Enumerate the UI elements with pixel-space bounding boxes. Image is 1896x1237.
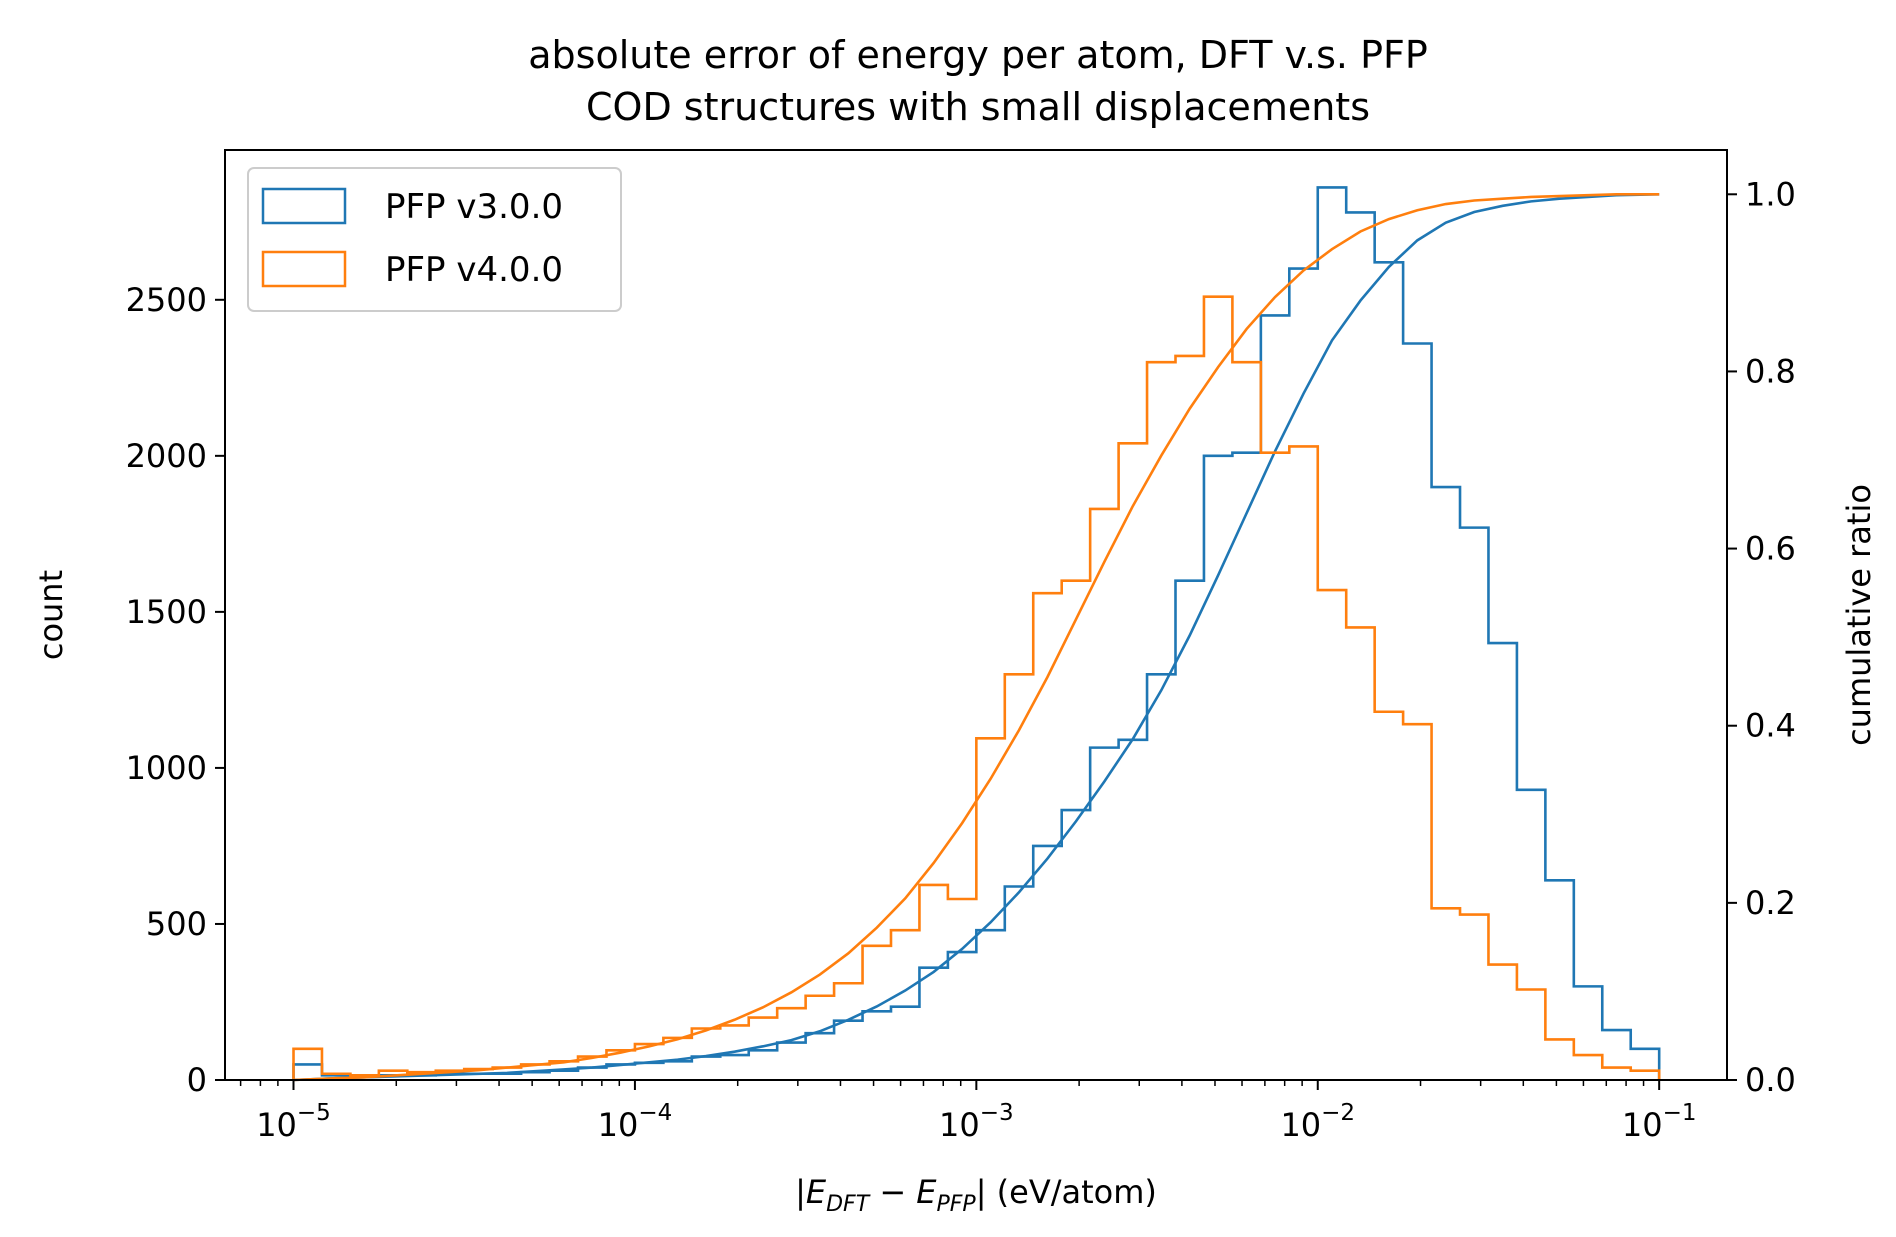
y2-tick-label-1: 0.2 (1745, 884, 1796, 922)
x-tick-label-0: 10−5 (256, 1100, 331, 1144)
x-tick-base-2: 10 (939, 1106, 980, 1144)
y2-axis: 0.0 0.2 0.4 0.6 0.8 1.0 (1727, 175, 1796, 1099)
x-tick-label-4: 10−1 (1622, 1100, 1697, 1144)
x-label-e1: E (806, 1173, 827, 1211)
x-axis: 10−5 10−4 10−3 10−2 10−1 (239, 1080, 1697, 1144)
x-axis-label: |EDFT − EPFP| (eV/atom) (795, 1173, 1157, 1217)
x-tick-exp-2: −3 (980, 1100, 1014, 1126)
y-tick-label-4: 2000 (126, 437, 207, 475)
cumulative-line-0 (293, 192, 1660, 1082)
legend-swatch-pfp-v3 (261, 187, 347, 225)
y-tick-label-5: 2500 (126, 281, 207, 319)
x-tick-exp-1: −4 (638, 1100, 672, 1126)
legend-label-pfp-v4: PFP v4.0.0 (385, 250, 563, 290)
x-tick-label-3: 10−2 (1280, 1100, 1355, 1144)
x-label-sub1: DFT (826, 1192, 871, 1217)
y2-tick-label-5: 1.0 (1745, 175, 1796, 213)
x-label-suffix: | (eV/atom) (976, 1173, 1157, 1211)
y2-tick-label-4: 0.8 (1745, 352, 1796, 390)
legend-swatch-pfp-v4 (261, 250, 347, 288)
y2-tick-label-2: 0.4 (1745, 707, 1796, 745)
x-tick-label-1: 10−4 (598, 1100, 673, 1144)
x-label-sub2: PFP (937, 1192, 977, 1217)
x-tick-exp-3: −2 (1321, 1100, 1355, 1126)
x-tick-exp-0: −5 (297, 1100, 331, 1126)
x-tick-label-2: 10−3 (939, 1100, 1014, 1144)
x-label-minus: − (869, 1173, 916, 1211)
y-axis-label: count (32, 570, 70, 660)
chart-title: absolute error of energy per atom, DFT v… (528, 33, 1428, 77)
y-tick-label-3: 1500 (126, 593, 207, 631)
y-tick-label-0: 0 (187, 1061, 207, 1099)
x-label-prefix: | (795, 1173, 806, 1211)
x-tick-base-0: 10 (256, 1106, 297, 1144)
x-tick-base-1: 10 (598, 1106, 639, 1144)
y2-tick-label-3: 0.6 (1745, 530, 1796, 568)
y-tick-label-1: 500 (146, 905, 207, 943)
x-tick-base-4: 10 (1622, 1106, 1663, 1144)
legend-label-pfp-v3: PFP v3.0.0 (385, 187, 563, 227)
y2-axis-label: cumulative ratio (1840, 484, 1878, 746)
chart-subtitle: COD structures with small displacements (586, 85, 1370, 129)
y-tick-label-2: 1000 (126, 749, 207, 787)
cumulative-line-1 (293, 192, 1660, 1082)
legend: PFP v3.0.0 PFP v4.0.0 (247, 167, 622, 312)
y2-tick-label-0: 0.0 (1745, 1061, 1796, 1099)
y-axis: 0 500 1000 1500 2000 2500 (126, 281, 225, 1099)
legend-frame (247, 167, 622, 312)
x-tick-exp-4: −1 (1663, 1100, 1697, 1126)
series-layer (292, 186, 1661, 1082)
x-label-e2: E (916, 1173, 937, 1211)
x-tick-base-3: 10 (1280, 1106, 1321, 1144)
